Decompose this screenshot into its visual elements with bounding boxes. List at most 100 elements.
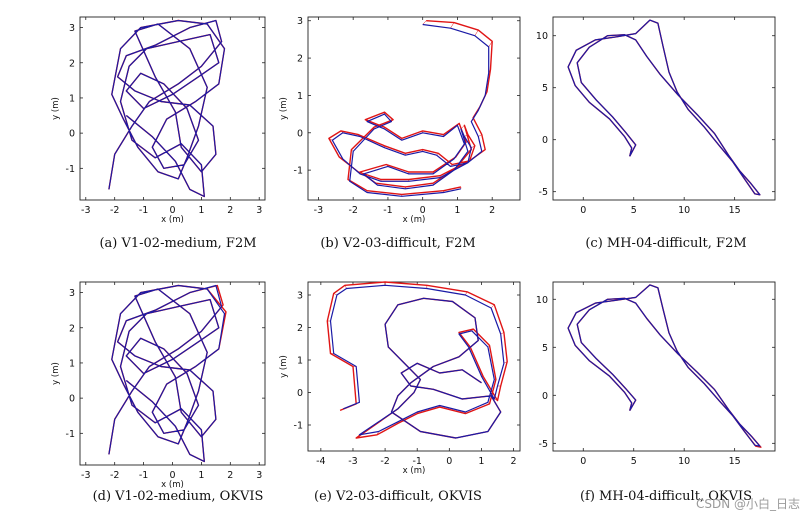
subplot-1: -3 -2 -1 0 1 2 3 -1 0 1 2 3 x (m) y (m) (a) V1-02-medi… <box>51 16 266 251</box>
y-axis-label: y (m) <box>279 355 289 378</box>
y-tick-label: -1 <box>66 164 75 175</box>
x-tick-label: -1 <box>412 456 421 467</box>
x-tick-label: 15 <box>729 205 741 216</box>
y-tick-label: 2 <box>297 54 303 65</box>
y-axis-label: y (m) <box>51 362 61 385</box>
x-tick-label: 0 <box>420 205 426 216</box>
estimated-trajectory <box>329 284 505 439</box>
estimated-trajectory <box>108 284 226 463</box>
error-segment <box>422 20 427 25</box>
x-tick-label: -3 <box>314 205 323 216</box>
x-tick-label: 5 <box>631 456 637 467</box>
x-tick-label: 2 <box>489 205 495 216</box>
y-tick-label: 3 <box>297 291 303 302</box>
x-axis-label: x (m) <box>161 480 184 490</box>
plot-frame <box>552 16 776 201</box>
plot-frame <box>552 281 776 452</box>
ground-truth-trajectory <box>328 20 493 196</box>
x-tick-label: 1 <box>478 456 484 467</box>
x-tick-label: 0 <box>169 470 175 481</box>
y-tick-label: 0 <box>69 394 75 405</box>
x-tick-label: 0 <box>169 205 175 216</box>
y-axis-label: y (m) <box>51 97 61 120</box>
y-tick-label: 1 <box>69 358 75 369</box>
x-tick-label: -2 <box>110 470 119 481</box>
x-tick-label: 0 <box>446 456 452 467</box>
subplot-4: -3 -2 -1 0 1 2 3 -1 0 1 2 3 x (m) y (m) (d) V1-02-medi… <box>51 281 266 504</box>
x-axis-label: x (m) <box>403 466 426 476</box>
x-axis-label: x (m) <box>403 215 426 225</box>
y-tick-label: 1 <box>297 91 303 102</box>
y-tick-label: 2 <box>69 58 75 69</box>
x-tick-label: -2 <box>110 205 119 216</box>
y-axis-label: y (m) <box>279 97 289 120</box>
y-tick-label: 3 <box>69 288 75 299</box>
y-tick-label: 5 <box>542 343 548 354</box>
y-tick-label: -5 <box>539 187 548 198</box>
error-segment <box>474 29 479 36</box>
y-tick-label: -5 <box>539 439 548 450</box>
subplot-3: 0 5 10 15 -5 0 5 10 (c) MH-04-difficult, F2M <box>536 16 776 251</box>
y-tick-label: -1 <box>66 429 75 440</box>
subplot-caption: (d) V1-02-medium, OKVIS <box>93 489 264 504</box>
y-tick-label: -1 <box>294 421 303 432</box>
error-lines <box>327 282 508 439</box>
x-tick-label: -2 <box>380 456 389 467</box>
subplot-caption: (f) MH-04-difficult, OKVIS <box>580 489 752 504</box>
error-segment <box>450 22 455 29</box>
estimated-trajectory <box>108 19 226 198</box>
x-tick-label: 0 <box>580 456 586 467</box>
x-tick-label: -1 <box>139 470 148 481</box>
y-tick-label: 10 <box>536 31 548 42</box>
y-tick-label: 2 <box>69 323 75 334</box>
y-tick-label: -1 <box>294 166 303 177</box>
x-tick-label: 0 <box>580 205 586 216</box>
plot-frame <box>307 281 521 452</box>
plot-frame <box>307 16 521 201</box>
x-tick-label: -3 <box>81 470 90 481</box>
x-tick-label: -2 <box>348 205 357 216</box>
subplot-caption: (c) MH-04-difficult, F2M <box>585 236 746 251</box>
y-tick-label: 1 <box>297 356 303 367</box>
x-tick-label: 10 <box>678 456 690 467</box>
estimated-trajectory <box>331 23 490 197</box>
subplot-caption: (e) V2-03-difficult, OKVIS <box>314 489 482 504</box>
x-tick-label: 1 <box>454 205 460 216</box>
x-tick-label: 1 <box>198 205 204 216</box>
x-tick-label: 10 <box>678 205 690 216</box>
y-tick-label: 0 <box>69 129 75 140</box>
x-axis-label: x (m) <box>161 215 184 225</box>
plot-frame <box>79 16 266 201</box>
ground-truth-trajectory <box>567 19 761 196</box>
subplot-5: -4 -3 -2 -1 0 1 2 -1 0 1 2 3 x (m) y (m) (e) V2-03-dif… <box>279 281 521 504</box>
x-tick-label: 15 <box>729 456 741 467</box>
x-tick-label: -1 <box>139 205 148 216</box>
x-tick-label: -1 <box>383 205 392 216</box>
x-tick-label: -3 <box>348 456 357 467</box>
error-lines <box>328 20 493 197</box>
x-tick-label: 2 <box>227 205 233 216</box>
y-tick-label: 5 <box>542 83 548 94</box>
y-tick-label: 3 <box>297 16 303 27</box>
x-tick-label: 5 <box>631 205 637 216</box>
x-tick-label: 3 <box>256 470 262 481</box>
y-tick-label: 3 <box>69 23 75 34</box>
x-tick-label: -3 <box>81 205 90 216</box>
subplot-caption: (b) V2-03-difficult, F2M <box>320 236 475 251</box>
y-tick-label: 0 <box>542 391 548 402</box>
subplot-caption: (a) V1-02-medium, F2M <box>99 236 256 251</box>
ground-truth-trajectory <box>108 284 227 463</box>
x-tick-label: -4 <box>316 456 325 467</box>
y-tick-label: 2 <box>297 323 303 334</box>
subplot-2: -3 -2 -1 0 1 2 -1 0 1 2 3 x (m) y (m) (b) V2-03-diffi… <box>279 16 521 251</box>
subplot-6: 0 5 10 15 -5 0 5 10 (f) MH-04-difficult, OKVIS <box>536 281 776 504</box>
x-tick-label: 2 <box>227 470 233 481</box>
watermark: CSDN @小白_日志 <box>696 496 800 511</box>
x-tick-label: 3 <box>256 205 262 216</box>
estimated-trajectory <box>567 284 761 447</box>
y-tick-label: 10 <box>536 295 548 306</box>
y-tick-label: 0 <box>297 128 303 139</box>
ground-truth-trajectory <box>108 19 226 198</box>
y-tick-label: 1 <box>69 93 75 104</box>
